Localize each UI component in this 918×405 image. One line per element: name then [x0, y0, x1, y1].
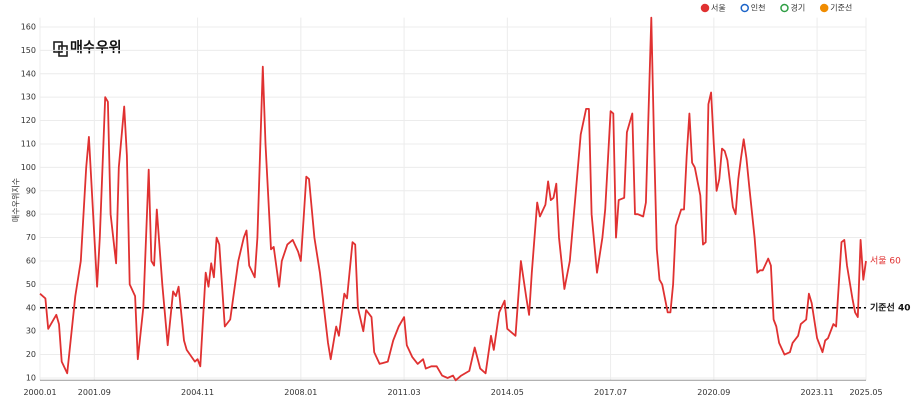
- legend-label: 기준선: [830, 4, 852, 13]
- logo-text: 매수우위: [70, 40, 122, 56]
- y-tick-label: 110: [21, 139, 36, 148]
- legend-label: 서울: [711, 4, 726, 13]
- end-label: 서울 60: [870, 255, 901, 266]
- y-tick-label: 20: [26, 350, 36, 359]
- line: [39, 16, 867, 382]
- y-tick-label: 160: [21, 22, 36, 31]
- y-tick-label: 150: [21, 46, 36, 55]
- x-tick-label: 2000.01: [23, 388, 56, 397]
- y-tick-label: 80: [26, 210, 36, 219]
- x-tick-label: 2001.09: [78, 388, 111, 397]
- y-tick-label: 50: [26, 280, 36, 289]
- y-tick-label: 140: [21, 69, 36, 78]
- x-tick-label: 2020.09: [697, 388, 730, 397]
- x-tick-label: 2023.11: [801, 388, 834, 397]
- y-tick-label: 90: [26, 186, 36, 195]
- legend-marker: [780, 3, 789, 13]
- legend-marker: [819, 3, 829, 13]
- y-axis-label: 매수우위지수: [12, 178, 21, 222]
- x-tick-label: 2017.07: [594, 388, 627, 397]
- reference-label: 기준선 40: [870, 301, 911, 313]
- legend-label: 경기: [790, 3, 805, 13]
- y-tick-label: 120: [21, 116, 36, 125]
- y-tick-label: 40: [26, 303, 36, 312]
- y-tick-label: 10: [26, 373, 36, 382]
- y-tick-label: 70: [26, 233, 36, 242]
- y-tick-label: 130: [21, 93, 36, 102]
- legend-label: 인천: [751, 3, 766, 13]
- y-tick-label: 60: [26, 256, 36, 265]
- legend-marker: [700, 3, 710, 13]
- legend-marker: [740, 3, 749, 13]
- y-tick-label: 100: [21, 163, 36, 172]
- x-tick-label: 2025.05: [849, 388, 882, 397]
- grid: [39, 17, 867, 381]
- x-tick-label: 2014.05: [491, 388, 524, 397]
- y-tick-label: 30: [26, 327, 36, 336]
- x-tick-label: 2011.03: [388, 388, 421, 397]
- x-tick-label: 2004.11: [181, 388, 214, 397]
- logo-icon: [53, 41, 68, 57]
- x-tick-label: 2008.01: [284, 388, 317, 397]
